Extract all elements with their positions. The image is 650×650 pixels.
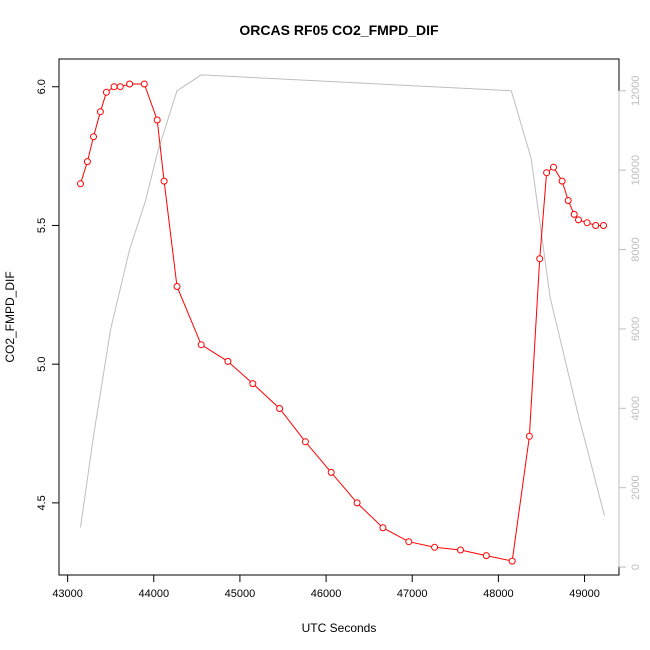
y-axis: 4.5 5.0 5.5 6.0	[36, 79, 60, 511]
co2-point	[405, 538, 413, 546]
co2-point	[301, 438, 309, 446]
co2-point	[564, 197, 572, 204]
series-layer	[77, 74, 607, 565]
x-tick-label: 47000	[397, 588, 428, 600]
co2-point	[550, 163, 557, 171]
co2-point	[160, 177, 168, 185]
co2-point	[96, 108, 104, 116]
plot-frame	[58, 58, 620, 576]
co2-point	[77, 180, 84, 188]
co2-point	[379, 524, 387, 532]
y2-tick-label: 2000	[630, 475, 642, 499]
altitude-line	[80, 74, 605, 528]
x-tick-label: 49000	[569, 588, 600, 600]
y2-tick-label: 0	[630, 564, 642, 570]
co2-point	[276, 405, 284, 412]
chart-title: ORCAS RF05 CO2_FMPD_DIF	[239, 22, 439, 38]
co2-point	[482, 552, 490, 560]
x-tick-label: 46000	[311, 588, 342, 600]
co2-point	[90, 133, 97, 141]
co2-point	[525, 432, 533, 440]
co2-line	[80, 83, 604, 562]
y2-tick-label: 8000	[630, 237, 642, 261]
co2-point	[126, 80, 134, 88]
co2-point	[249, 380, 257, 388]
y-axis-label: CO2_FMPD_DIF	[3, 271, 17, 362]
x-tick-label: 45000	[225, 588, 256, 600]
co2-point	[583, 219, 591, 227]
co2-point	[110, 83, 118, 91]
co2-point	[224, 357, 232, 365]
y-tick-label: 6.0	[36, 79, 48, 94]
x-tick-label: 44000	[138, 588, 169, 600]
co2-point	[592, 222, 600, 229]
y2-tick-label: 12000	[630, 75, 642, 106]
co2-point	[575, 216, 582, 224]
y-tick-label: 5.5	[36, 218, 48, 233]
y2-tick-label: 6000	[630, 317, 642, 341]
y-tick-label: 5.0	[36, 357, 48, 372]
co2-point	[116, 83, 124, 91]
co2-point	[600, 222, 607, 229]
x-tick-label: 48000	[483, 588, 514, 600]
co2-point	[570, 210, 578, 218]
co2-point	[153, 116, 161, 124]
co2-point	[83, 158, 91, 166]
co2-point	[327, 468, 335, 476]
co2-point	[543, 169, 551, 177]
x-axis-label: UTC Seconds	[302, 621, 377, 635]
co2-point	[353, 499, 361, 507]
co2-point	[558, 177, 566, 185]
y2-tick-label: 4000	[630, 396, 642, 420]
co2-point	[508, 557, 516, 565]
co2-point	[197, 341, 205, 349]
co2-point	[102, 88, 110, 96]
co2-point	[457, 546, 464, 554]
y-tick-label: 4.5	[36, 495, 48, 510]
co2-point	[140, 80, 148, 88]
x-axis: 43000 44000 45000 46000 47000 48000 49000	[52, 574, 600, 600]
y2-tick-label: 10000	[630, 155, 642, 186]
y-axis-right: 0 2000 4000 6000 8000 10000 12000	[618, 75, 642, 570]
co2-point	[536, 255, 544, 263]
x-tick-label: 43000	[52, 588, 83, 600]
co2-point	[431, 543, 439, 551]
co2-point	[173, 283, 181, 290]
